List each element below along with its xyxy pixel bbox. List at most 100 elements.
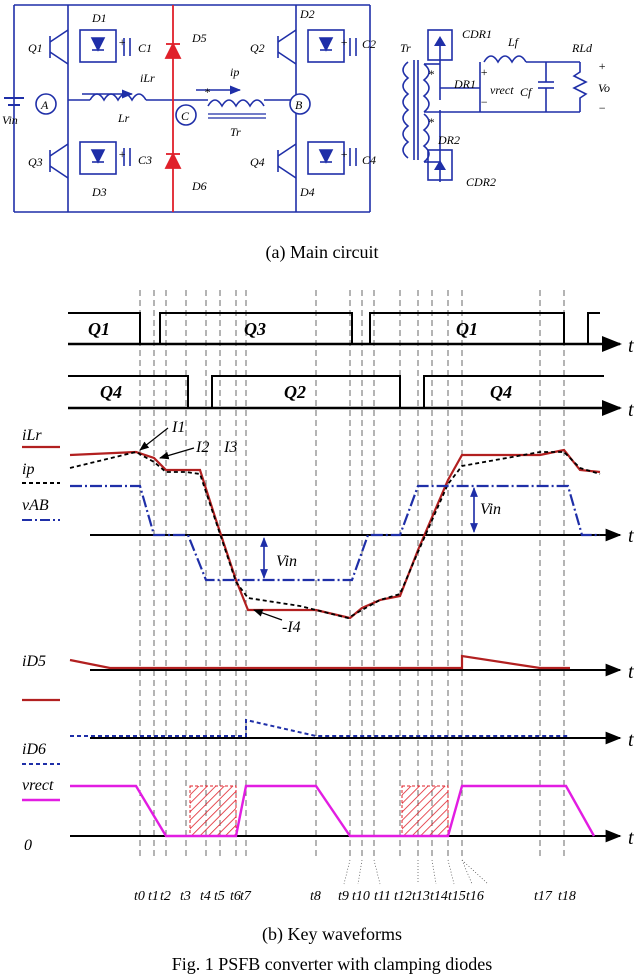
label-vo: Vo (598, 81, 610, 95)
label-d1: D1 (91, 11, 107, 25)
annot-vin-2: Vin (480, 501, 501, 518)
signal-zero: 0 (24, 837, 32, 854)
label-c2: C2 (362, 37, 376, 51)
signal-ip: ip (22, 461, 34, 478)
annot-vin-1: Vin (276, 553, 297, 570)
label-d4: D4 (299, 185, 315, 199)
label-tr-secondary: Tr (400, 41, 411, 55)
label-cdr1: CDR1 (462, 27, 492, 41)
switch-q2 (277, 29, 345, 65)
vrect-plus: + (480, 65, 488, 79)
annot-i4: -I4 (282, 619, 301, 636)
label-lr: Lr (117, 111, 130, 125)
trace-vab (70, 484, 600, 582)
time-label-t14: t14 (430, 889, 448, 904)
main-circuit (4, 4, 371, 213)
signal-id6: iD6 (22, 741, 46, 758)
hatch-1 (189, 785, 237, 837)
hatch-2 (401, 785, 449, 837)
time-label-t11: t11 (374, 889, 391, 904)
waveform-area (22, 290, 622, 885)
time-label-t9: t9 (338, 889, 349, 904)
time-label-t4: t4 (200, 889, 211, 904)
signal-vab: vAB (22, 497, 49, 514)
time-label-t6: t6 (230, 889, 241, 904)
time-label-t10: t10 (352, 889, 370, 904)
label-rld: RLd (571, 41, 593, 55)
label-q2: Q2 (250, 41, 265, 55)
gate-q1-q3 (68, 312, 622, 352)
vo-plus: + (598, 59, 606, 73)
label-cdr2: CDR2 (466, 175, 496, 189)
label-ilr: iLr (140, 71, 155, 85)
time-label-t8: t8 (310, 889, 321, 904)
label-cf: Cf (520, 85, 533, 99)
vrect-minus: − (480, 95, 488, 109)
signal-id5: iD5 (22, 653, 46, 670)
cap-plus-3: + (118, 147, 126, 161)
label-d2: D2 (299, 7, 315, 21)
caption-b: (b) Key waveforms (262, 924, 402, 945)
gate-label-q3: Q3 (244, 319, 266, 339)
label-d5: D5 (191, 31, 207, 45)
gate-label-q1: Q1 (88, 319, 110, 339)
time-labels: t0 t1 t2 t3 t4 t5 t6 t7 t8 t9 t10 t11 t12 t13 t14 t15 t1… (134, 889, 576, 904)
time-label-t2: t2 (160, 889, 171, 904)
label-lf: Lf (507, 35, 520, 49)
circuit-labels: Q1 D1 C1 D5 Q2 D2 C2 Vin A C B iLr Lr ip… (2, 7, 610, 199)
gate-label-q4b: Q4 (490, 382, 512, 402)
axis-t-6: t (628, 827, 634, 849)
trace-ilr (69, 448, 601, 620)
label-q1: Q1 (28, 41, 43, 55)
label-c1: C1 (138, 41, 152, 55)
node-a: A (40, 98, 49, 112)
axis-t-5: t (628, 729, 634, 751)
clamp-diodes (164, 5, 182, 212)
time-label-t7: t7 (240, 889, 252, 904)
annot-i2: I2 (195, 439, 209, 456)
label-vin: Vin (2, 113, 18, 127)
caption-a: (a) Main circuit (266, 242, 379, 263)
label-q3: Q3 (28, 155, 43, 169)
signal-vrect: vrect (22, 777, 54, 794)
time-label-t3: t3 (180, 889, 191, 904)
vo-minus: − (598, 101, 606, 115)
dot-sec1: * (428, 67, 434, 81)
label-ip: ip (230, 65, 239, 79)
time-label-t17: t17 (534, 889, 553, 904)
label-vrect-circuit: vrect (490, 83, 514, 97)
time-label-t12: t12 (394, 889, 412, 904)
axis-t-4: t (628, 661, 634, 683)
time-label-t13: t13 (412, 889, 430, 904)
switch-q1 (49, 29, 117, 65)
axis-t-2: t (628, 399, 634, 421)
gate-label-q2: Q2 (284, 382, 306, 402)
label-tr: Tr (230, 125, 241, 139)
label-q4: Q4 (250, 155, 265, 169)
label-d6: D6 (191, 179, 207, 193)
switch-q4 (277, 141, 345, 179)
label-d3: D3 (91, 185, 107, 199)
annot-i3: I3 (223, 439, 237, 456)
label-dr1: DR1 (453, 77, 476, 91)
label-dr2: DR2 (437, 133, 460, 147)
time-label-t0: t0 (134, 889, 145, 904)
time-label-t16: t16 (466, 889, 484, 904)
cap-plus-4: + (340, 147, 348, 161)
cap-plus-1: + (118, 35, 126, 49)
annot-i1: I1 (171, 419, 185, 436)
trace-vrect (70, 784, 596, 838)
signal-ilr: iLr (22, 427, 42, 444)
gate-label-q1b: Q1 (456, 319, 478, 339)
axis-t-1: t (628, 335, 634, 357)
gate-q4-q2 (68, 375, 622, 416)
secondary-circuit (402, 29, 588, 182)
axis-t-3: t (628, 525, 634, 547)
trace-id5 (69, 654, 570, 670)
node-b: B (295, 98, 303, 112)
trace-id6 (70, 718, 570, 737)
dot-primary: * (204, 85, 210, 99)
caption-fig: Fig. 1 PSFB converter with clamping diod… (172, 954, 492, 974)
dot-sec2: * (428, 115, 434, 129)
